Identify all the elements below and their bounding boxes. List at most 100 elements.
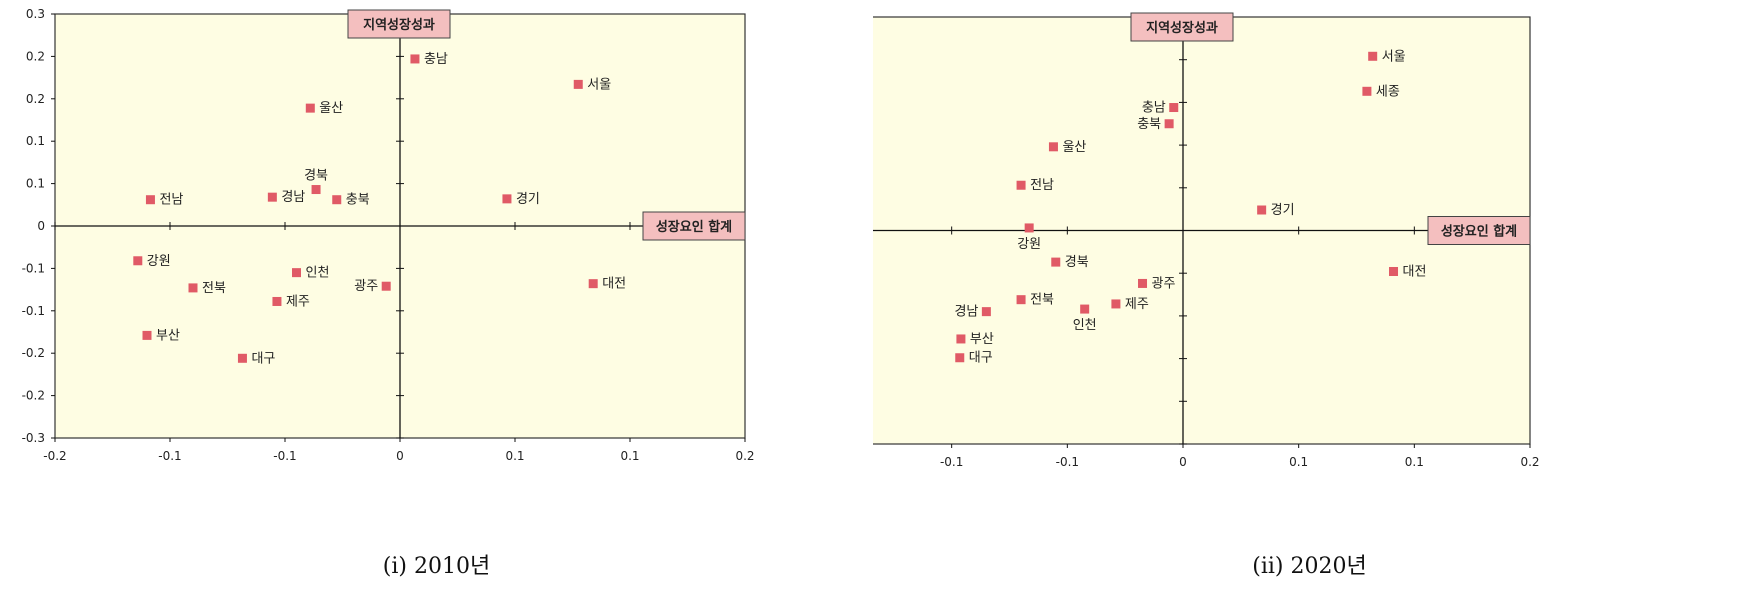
x-tick-label: 0.1 xyxy=(505,449,524,463)
y-axis-title-box xyxy=(1130,12,1234,42)
data-point-label: 경남 xyxy=(954,305,978,320)
data-point-marker xyxy=(955,353,965,363)
chart-caption-2020: (ii) 2020년 xyxy=(1252,554,1367,579)
x-tick-label: 0 xyxy=(396,449,404,463)
data-point-label: 세종 xyxy=(1376,84,1400,99)
scatter-chart-2010: -0.2 -0.1 -0.1 0 0.1 0.1 0.2 0.3 0.2 0.2 0.1 0.1 0 -0… xyxy=(22,7,755,463)
x-tick-label: 0.2 xyxy=(735,449,754,463)
x-tick-label: -0.1 xyxy=(273,449,296,463)
data-point-marker xyxy=(1080,304,1090,314)
data-point-label: 광주 xyxy=(1152,276,1176,291)
data-point-marker xyxy=(1048,142,1058,152)
x-tick-label: -0.1 xyxy=(1056,455,1079,469)
chart-caption-2010: (i) 2010년 xyxy=(382,554,491,579)
data-point-marker xyxy=(1051,257,1061,267)
y-axis-title-box xyxy=(347,9,451,39)
data-point-marker xyxy=(142,330,152,340)
data-point-marker xyxy=(410,54,420,64)
data-point-marker xyxy=(133,256,143,266)
data-point-label: 전남 xyxy=(159,193,183,208)
data-point-marker xyxy=(1164,119,1174,129)
data-point-marker xyxy=(1169,103,1179,113)
data-point-label: 대전 xyxy=(602,277,626,292)
data-point-marker xyxy=(1368,51,1378,61)
x-axis-title: 성장요인 합계 xyxy=(656,219,732,235)
x-axis-title-box xyxy=(642,211,746,241)
data-point-label: 서울 xyxy=(587,77,611,92)
data-point-label: 인천 xyxy=(1073,318,1097,333)
y-tick-label: 0.1 xyxy=(26,134,45,148)
data-point-label: 대전 xyxy=(1403,264,1427,279)
data-point-marker xyxy=(237,353,247,363)
data-point-label: 충남 xyxy=(1142,101,1166,116)
y-tick-label: 0.2 xyxy=(26,49,45,63)
data-point-label: 충북 xyxy=(1137,117,1161,132)
data-point-marker xyxy=(332,195,342,205)
y-tick-label: 0.2 xyxy=(26,92,45,106)
data-point-label: 제주 xyxy=(1125,297,1149,312)
data-point-marker xyxy=(956,334,966,344)
data-point-label: 충북 xyxy=(346,193,370,208)
data-point-label: 인천 xyxy=(306,266,330,281)
x-axis-title-box xyxy=(1427,216,1531,245)
data-point-label: 광주 xyxy=(354,279,378,294)
y-tick-label: 0.1 xyxy=(26,177,45,191)
data-point-label: 강원 xyxy=(1017,237,1041,252)
x-tick-label: 0.1 xyxy=(620,449,639,463)
data-point-marker xyxy=(311,185,321,195)
x-tick-label: 0.1 xyxy=(1289,455,1308,469)
chart-panel-2020: -0.2-0.1-0.100.10.10.20.30.20.20.10.10-0… xyxy=(873,0,1746,600)
y-axis-title: 지역성장성과 xyxy=(1146,20,1218,36)
y-tick-label: 0 xyxy=(37,219,45,233)
x-tick-label: 0 xyxy=(1179,455,1187,469)
data-point-label: 전북 xyxy=(202,281,226,296)
data-point-label: 전북 xyxy=(1030,293,1054,308)
data-point-marker xyxy=(267,192,277,202)
chart-panel-2010: -0.2 -0.1 -0.1 0 0.1 0.1 0.2 0.3 0.2 0.2 0.1 0.1 0 -0… xyxy=(22,7,755,579)
x-axis-title: 성장요인 합계 xyxy=(1441,224,1517,240)
y-tick-label: -0.2 xyxy=(22,389,45,403)
data-point-marker xyxy=(502,194,512,204)
data-point-label: 경기 xyxy=(516,192,540,207)
data-point-label: 전남 xyxy=(1030,178,1054,193)
data-point-label: 대구 xyxy=(969,351,993,366)
data-point-marker xyxy=(381,281,391,291)
data-point-marker xyxy=(1016,180,1026,190)
data-point-label: 부산 xyxy=(970,332,994,347)
data-point-label: 울산 xyxy=(319,101,343,116)
data-point-marker xyxy=(573,79,583,89)
data-point-marker xyxy=(145,195,155,205)
y-tick-label: -0.1 xyxy=(22,261,45,275)
y-tick-label: -0.2 xyxy=(22,346,45,360)
y-axis-title: 지역성장성과 xyxy=(363,17,435,33)
data-point-label: 경남 xyxy=(281,190,305,205)
data-point-marker xyxy=(1024,223,1034,233)
data-point-marker xyxy=(292,268,301,278)
data-point-label: 울산 xyxy=(1062,140,1086,155)
data-point-label: 경북 xyxy=(304,169,328,184)
data-point-label: 서울 xyxy=(1382,49,1406,64)
data-point-marker xyxy=(305,103,315,113)
data-point-label: 강원 xyxy=(147,254,171,269)
y-tick-label: -0.3 xyxy=(22,431,45,445)
data-point-label: 경기 xyxy=(1271,203,1295,218)
data-point-marker xyxy=(188,283,198,293)
data-point-marker xyxy=(1111,299,1121,309)
data-point-label: 충남 xyxy=(424,52,448,67)
x-tick-label: -0.2 xyxy=(43,449,66,463)
data-point-marker xyxy=(1257,205,1267,215)
data-point-marker xyxy=(272,296,282,306)
data-point-label: 경북 xyxy=(1065,255,1089,270)
x-tick-label: -0.1 xyxy=(158,449,181,463)
y-tick-label: -0.1 xyxy=(22,304,45,318)
y-tick-label: 0.3 xyxy=(26,7,45,21)
data-point-marker xyxy=(1362,86,1372,96)
data-point-label: 제주 xyxy=(286,294,310,309)
data-point-marker xyxy=(981,307,991,317)
scatter-chart-2020: -0.2-0.1-0.100.10.10.20.30.20.20.10.10-0… xyxy=(873,12,1540,469)
data-point-label: 부산 xyxy=(156,328,180,343)
data-point-label: 대구 xyxy=(251,351,275,366)
data-point-marker xyxy=(1389,266,1399,276)
x-tick-label: 0.2 xyxy=(1520,455,1539,469)
data-point-marker xyxy=(1138,278,1148,288)
